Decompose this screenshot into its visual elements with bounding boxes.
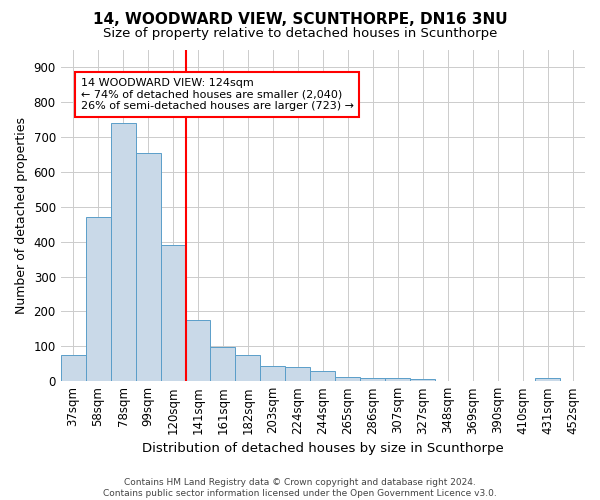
Bar <box>185 320 211 381</box>
Bar <box>260 366 286 381</box>
Text: 14 WOODWARD VIEW: 124sqm
← 74% of detached houses are smaller (2,040)
26% of sem: 14 WOODWARD VIEW: 124sqm ← 74% of detach… <box>80 78 353 111</box>
Bar <box>110 123 136 381</box>
Bar <box>335 376 360 381</box>
Bar <box>310 370 335 381</box>
Bar <box>211 347 235 381</box>
Y-axis label: Number of detached properties: Number of detached properties <box>15 117 28 314</box>
Text: 14, WOODWARD VIEW, SCUNTHORPE, DN16 3NU: 14, WOODWARD VIEW, SCUNTHORPE, DN16 3NU <box>92 12 508 28</box>
Bar <box>235 355 260 381</box>
Bar <box>360 378 385 381</box>
Text: Contains HM Land Registry data © Crown copyright and database right 2024.
Contai: Contains HM Land Registry data © Crown c… <box>103 478 497 498</box>
Bar <box>385 378 410 381</box>
Text: Size of property relative to detached houses in Scunthorpe: Size of property relative to detached ho… <box>103 28 497 40</box>
Bar <box>61 355 86 381</box>
Bar <box>286 367 310 381</box>
Bar <box>86 218 110 381</box>
Bar <box>410 379 435 381</box>
Bar <box>161 245 185 381</box>
Bar <box>535 378 560 381</box>
Bar <box>136 153 161 381</box>
X-axis label: Distribution of detached houses by size in Scunthorpe: Distribution of detached houses by size … <box>142 442 504 455</box>
